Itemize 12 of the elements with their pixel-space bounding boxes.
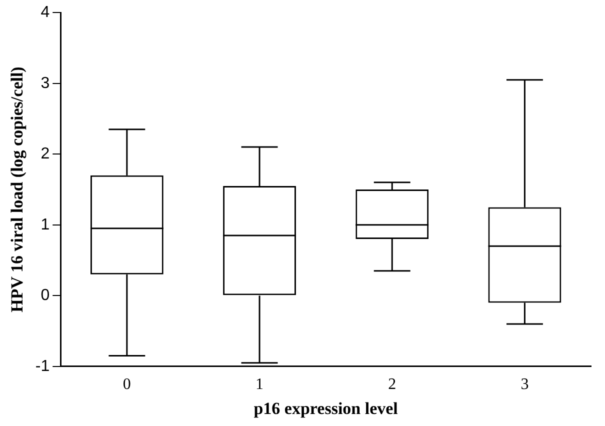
- y-axis-title: HPV 16 viral load (log copies/cell): [8, 66, 27, 312]
- y-tick-label: 4: [40, 4, 50, 22]
- y-tick-label: 3: [40, 74, 50, 92]
- x-tick-label: 2: [388, 376, 396, 394]
- x-tick-label: 1: [256, 376, 264, 394]
- x-axis-title: p16 expression level: [254, 399, 398, 418]
- y-tick-label: -1: [35, 358, 50, 375]
- y-tick-label: 0: [40, 287, 50, 304]
- y-tick-label: 2: [40, 146, 50, 163]
- x-tick-label: 3: [520, 376, 529, 394]
- y-tick-label: 1: [40, 216, 50, 234]
- x-tick-label: 0: [122, 376, 131, 394]
